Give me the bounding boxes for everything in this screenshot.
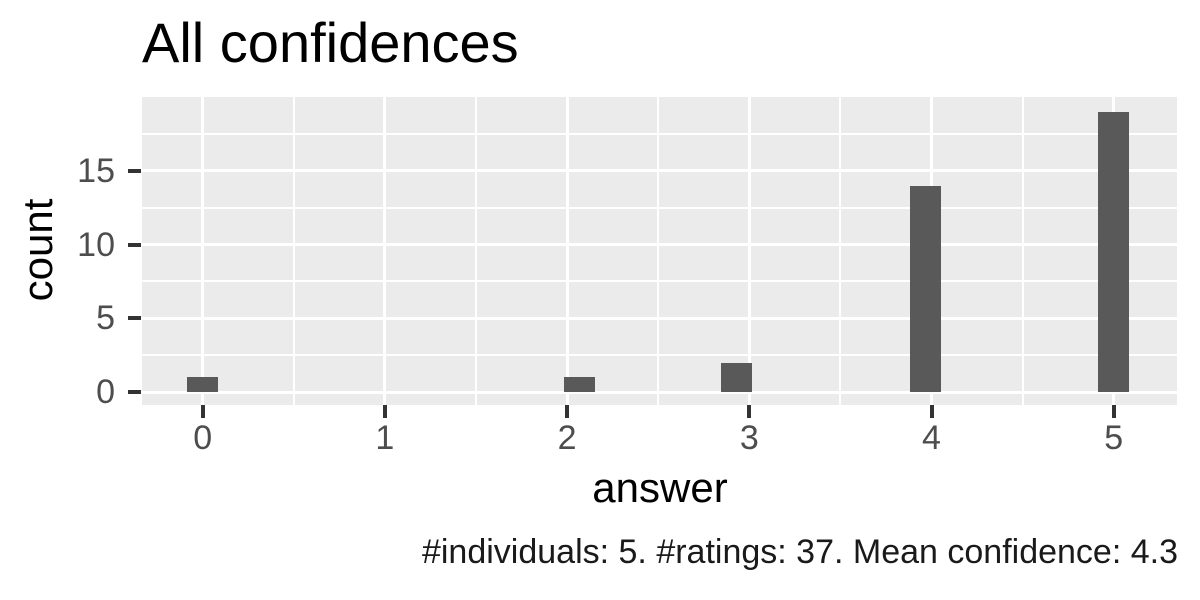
- y-axis-title: count: [14, 198, 61, 302]
- x-tick-mark-5: [1111, 405, 1116, 418]
- grid-major-horizontal: [142, 169, 1177, 173]
- grid-minor-vertical: [657, 97, 660, 405]
- histogram-bar-answer-0: [187, 377, 219, 392]
- grid-major-horizontal: [142, 390, 1177, 394]
- x-tick-label-0: 0: [193, 419, 213, 457]
- x-tick-label-2: 2: [557, 419, 577, 457]
- x-tick-mark-0: [200, 405, 205, 418]
- grid-major-vertical: [383, 97, 387, 405]
- caption: #individuals: 5. #ratings: 37. Mean conf…: [421, 533, 1178, 571]
- grid-minor-horizontal: [142, 354, 1177, 357]
- grid-major-vertical: [201, 97, 205, 405]
- histogram-bar-answer-4: [909, 185, 941, 392]
- histogram-bar-answer-2: [563, 377, 596, 392]
- grid-minor-vertical: [839, 97, 842, 405]
- x-tick-mark-1: [382, 405, 387, 418]
- plot-panel: [142, 97, 1177, 405]
- y-tick-label-5: 5: [96, 299, 115, 338]
- x-tick-mark-3: [747, 405, 752, 418]
- grid-minor-horizontal: [142, 206, 1177, 209]
- x-tick-label-1: 1: [375, 419, 395, 457]
- x-tick-mark-4: [929, 405, 934, 418]
- histogram-bar-answer-3: [721, 362, 753, 392]
- histogram-bar-answer-5: [1098, 111, 1130, 392]
- y-tick-mark-10: [128, 242, 141, 247]
- plot-title: All confidences: [142, 11, 519, 74]
- y-tick-label-0: 0: [96, 373, 115, 411]
- x-axis-title: answer: [592, 464, 728, 511]
- grid-minor-horizontal: [142, 280, 1177, 283]
- y-tick-mark-15: [128, 168, 141, 173]
- grid-minor-horizontal: [142, 132, 1177, 135]
- grid-minor-vertical: [1021, 97, 1024, 405]
- grid-major-vertical: [747, 97, 751, 405]
- grid-major-horizontal: [142, 243, 1177, 246]
- grid-minor-vertical: [292, 97, 295, 405]
- y-tick-mark-0: [128, 390, 141, 394]
- x-tick-mark-2: [565, 405, 570, 418]
- grid-minor-vertical: [475, 97, 477, 405]
- x-tick-label-4: 4: [922, 419, 941, 457]
- y-tick-label-15: 15: [77, 151, 115, 190]
- y-tick-label-10: 10: [77, 225, 115, 264]
- grid-major-horizontal: [142, 316, 1177, 320]
- x-tick-label-3: 3: [739, 419, 759, 457]
- y-tick-mark-5: [128, 316, 141, 321]
- x-tick-label-5: 5: [1104, 419, 1124, 457]
- grid-major-vertical: [565, 97, 569, 405]
